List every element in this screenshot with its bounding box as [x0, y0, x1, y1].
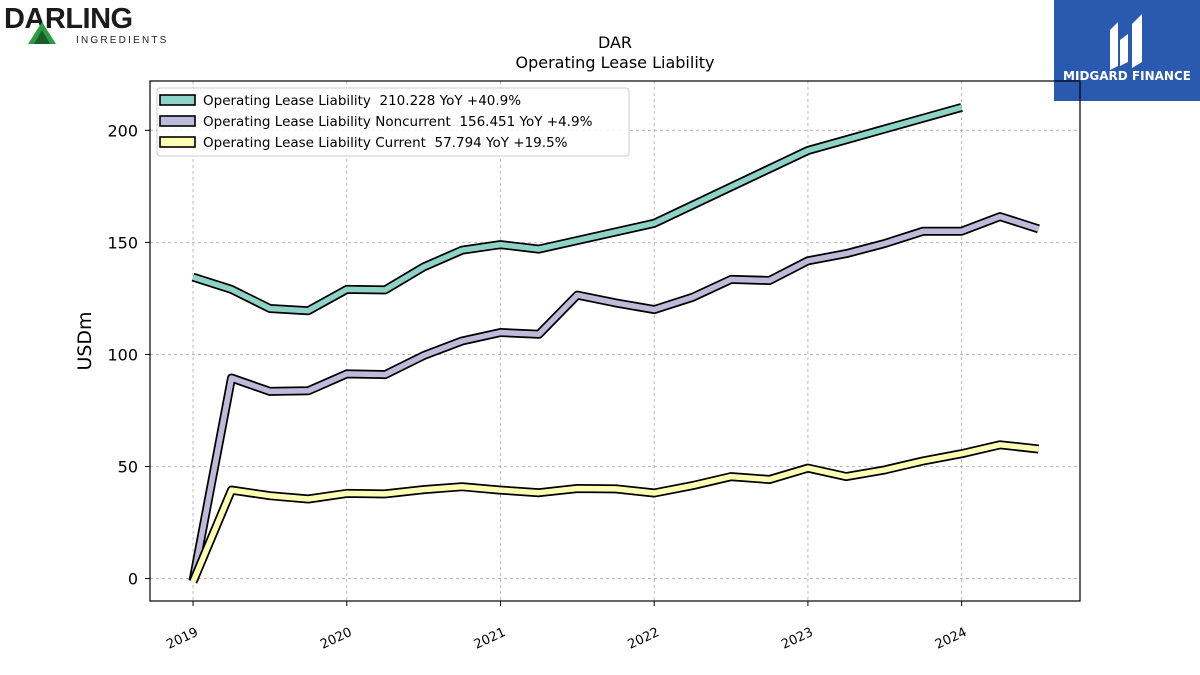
publisher-logo-text: MIDGARD FINANCE	[1063, 69, 1191, 83]
axis-ticks: 0 50 100 150 200 2019 2020 2021 2022 2023 2024	[107, 121, 969, 652]
x-tick-label: 2023	[779, 625, 815, 653]
legend-box	[156, 87, 630, 157]
grid	[150, 81, 1080, 601]
legend-label: Operating Lease Liability Noncurrent 156…	[203, 114, 593, 130]
series-2	[188, 212, 1040, 582]
chart-title: DAR	[598, 33, 632, 52]
series-layer	[188, 103, 1040, 584]
y-tick-label: 100	[107, 345, 138, 364]
y-tick-label: 200	[107, 121, 138, 140]
series-line-outline	[188, 212, 1040, 582]
legend: Operating Lease Liability 210.228 YoY +4…	[156, 87, 630, 157]
company-logo-subtext: INGREDIENTS	[76, 35, 169, 46]
series-1	[191, 103, 963, 316]
plot-area-frame	[149, 80, 1081, 602]
publisher-logo-mark-icon	[1110, 14, 1142, 70]
y-tick-label: 150	[107, 233, 138, 252]
y-tick-label: 50	[118, 458, 138, 477]
x-tick-label: 2024	[933, 625, 969, 653]
x-tick-label: 2019	[164, 625, 200, 653]
x-tick-label: 2022	[626, 625, 662, 653]
company-logo-leaf-shadow-icon	[34, 30, 50, 44]
series-line	[190, 213, 1040, 582]
y-tick-label: 0	[128, 570, 138, 589]
series-3	[188, 440, 1039, 584]
legend-label: Operating Lease Liability 210.228 YoY +4…	[203, 93, 521, 109]
legend-item: Operating Lease Liability Current 57.794…	[159, 135, 568, 151]
company-logo-text: DARLING	[4, 3, 133, 35]
legend-swatch	[159, 115, 196, 127]
legend-swatch	[159, 94, 196, 106]
legend-swatch	[159, 136, 196, 148]
series-line	[192, 104, 963, 314]
x-tick-label: 2020	[318, 625, 354, 653]
legend-label: Operating Lease Liability Current 57.794…	[203, 135, 568, 151]
legend-item: Operating Lease Liability Noncurrent 156…	[159, 114, 593, 130]
company-logo: DARLING INGREDIENTS	[4, 3, 169, 46]
series-line	[190, 442, 1039, 583]
x-tick-label: 2021	[472, 625, 508, 653]
chart-subtitle: Operating Lease Liability	[515, 53, 714, 72]
legend-item: Operating Lease Liability 210.228 YoY +4…	[159, 93, 521, 109]
publisher-logo: MIDGARD FINANCE	[1054, 0, 1200, 101]
y-axis-label: USDm	[74, 311, 96, 370]
